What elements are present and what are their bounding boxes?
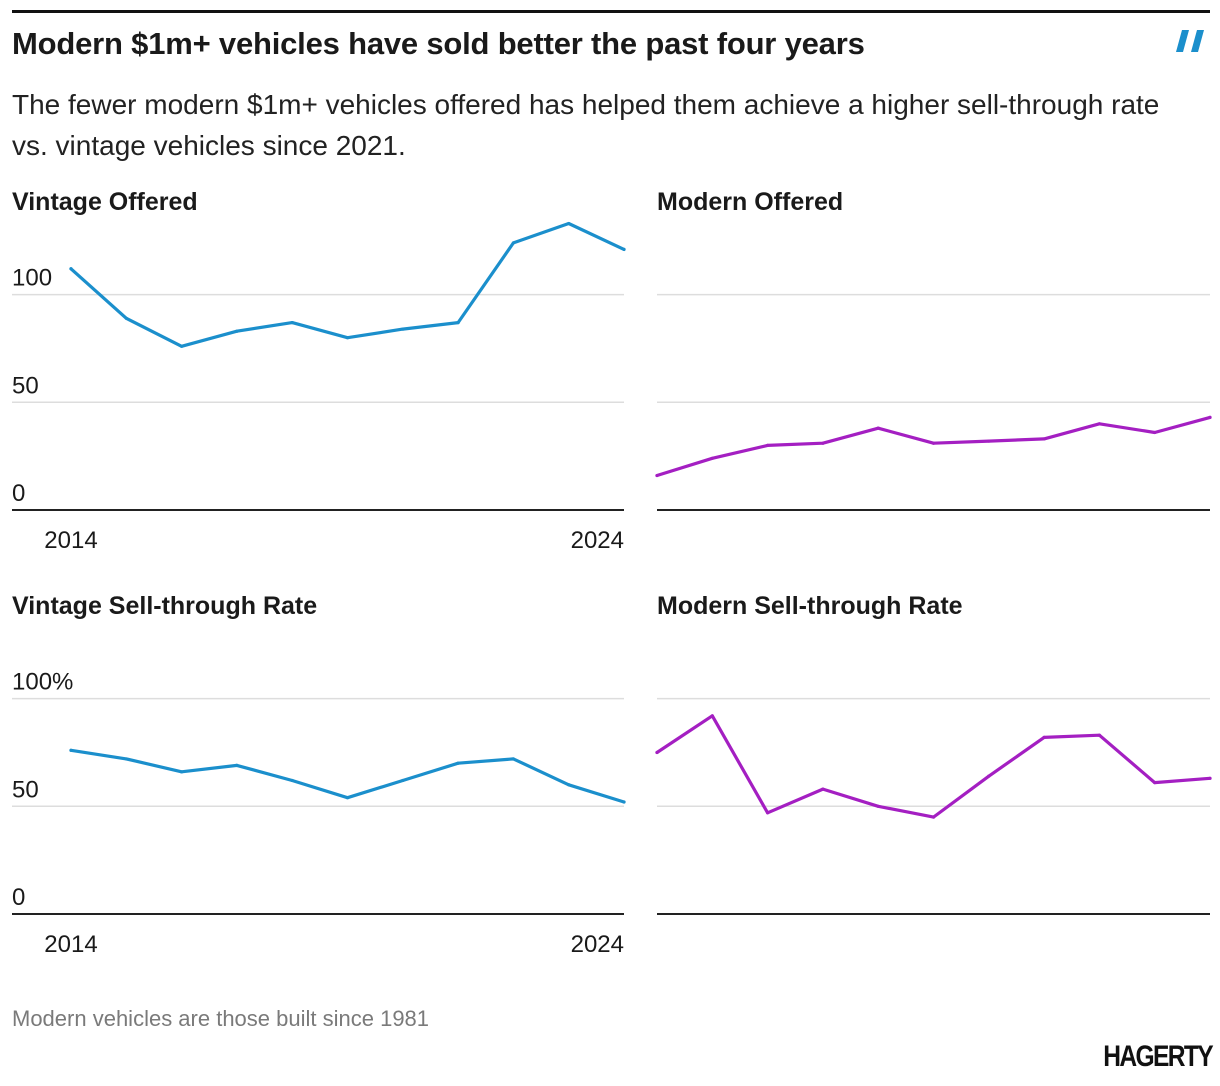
- y-tick-label: 100%: [12, 669, 73, 696]
- data-point: [124, 757, 128, 761]
- footnote: Modern vehicles are those built since 19…: [12, 1006, 430, 1031]
- data-point: [180, 344, 184, 348]
- data-point: [180, 770, 184, 774]
- data-point: [710, 456, 714, 460]
- x-tick-label: 2014: [44, 527, 97, 554]
- data-point: [290, 321, 294, 325]
- data-point: [69, 748, 73, 752]
- top-rule: [12, 10, 1210, 13]
- series-line: [69, 221, 626, 348]
- chart-svg: [655, 697, 1212, 915]
- chart-svg: 0 50 100 2014 2024: [12, 221, 626, 554]
- data-point: [655, 750, 659, 755]
- data-point: [766, 811, 770, 815]
- data-point: [235, 763, 239, 767]
- brand-logo: HAGERTY: [1103, 1040, 1213, 1073]
- data-point: [290, 778, 294, 783]
- data-point: [1208, 776, 1212, 780]
- brand-slash-left: [1176, 30, 1189, 52]
- x-tick-label: 2024: [571, 527, 624, 554]
- chart-title: Modern $1m+ vehicles have sold better th…: [12, 26, 865, 61]
- data-point: [876, 426, 880, 430]
- brand-slash-icon: [1176, 30, 1204, 52]
- panel-title: Modern Sell-through Rate: [657, 592, 963, 620]
- brand-slash-right: [1191, 30, 1204, 52]
- data-point: [987, 439, 991, 443]
- x-tick-label: 2014: [44, 931, 97, 958]
- data-point: [235, 329, 239, 333]
- data-point: [710, 714, 714, 718]
- data-point: [511, 757, 515, 761]
- data-point: [1097, 733, 1101, 737]
- panel-modern-sell-through: Modern Sell-through Rate: [655, 592, 1212, 972]
- data-point: [567, 783, 571, 787]
- data-point: [876, 804, 880, 808]
- data-point: [1153, 430, 1157, 435]
- series-line: [655, 415, 1212, 478]
- data-point: [987, 774, 991, 778]
- data-point: [456, 321, 460, 325]
- data-point: [1208, 415, 1212, 419]
- data-point: [622, 247, 626, 251]
- y-tick-label: 0: [12, 884, 25, 911]
- data-point: [456, 761, 460, 765]
- data-point: [655, 473, 659, 478]
- chart-svg: 0 50 100% 2014 2024: [12, 669, 626, 958]
- x-tick-label: 2024: [571, 931, 624, 958]
- data-point: [69, 267, 73, 271]
- data-point: [821, 787, 825, 791]
- data-point: [345, 796, 350, 800]
- data-point: [345, 336, 350, 340]
- data-point: [766, 443, 770, 447]
- series-line: [655, 714, 1212, 819]
- panel-title: Vintage Offered: [12, 188, 198, 216]
- data-point: [821, 441, 825, 445]
- panel-vintage-sell-through: Vintage Sell-through Rate 0 50 100% 2014 202…: [12, 592, 626, 972]
- data-point: [931, 441, 936, 445]
- series-line: [69, 748, 626, 804]
- data-point: [1042, 437, 1046, 441]
- panel-title: Modern Offered: [657, 188, 844, 216]
- data-point: [511, 241, 515, 245]
- y-tick-label: 100: [12, 265, 52, 292]
- data-point: [1153, 781, 1157, 785]
- chart-subtitle: The fewer modern $1m+ vehicles offered h…: [12, 89, 1160, 161]
- panel-vintage-offered: Vintage Offered 0 50 100 2014 2024: [12, 188, 626, 568]
- y-tick-label: 50: [12, 776, 39, 803]
- y-tick-label: 0: [12, 480, 25, 507]
- data-point: [401, 327, 405, 331]
- data-point: [1097, 422, 1101, 426]
- data-point: [1042, 735, 1046, 739]
- data-point: [622, 800, 626, 804]
- panel-title: Vintage Sell-through Rate: [12, 592, 318, 620]
- y-tick-label: 50: [12, 372, 39, 399]
- chart-svg: [655, 293, 1212, 511]
- data-point: [567, 221, 571, 226]
- panel-modern-offered: Modern Offered: [655, 188, 1212, 568]
- data-point: [931, 815, 936, 819]
- data-point: [124, 316, 128, 320]
- data-point: [401, 778, 405, 783]
